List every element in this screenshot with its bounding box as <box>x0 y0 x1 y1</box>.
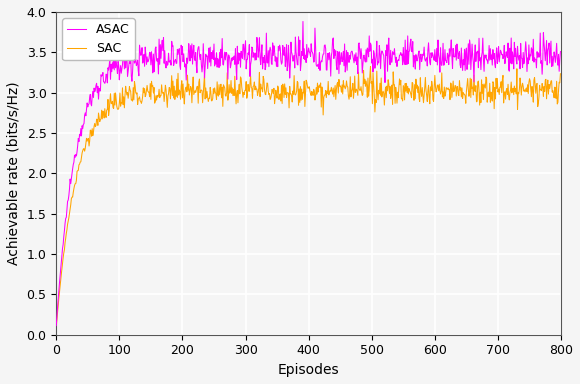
SAC <box>367 64 374 69</box>
SAC <box>375 98 382 102</box>
SAC <box>557 71 564 76</box>
ASAC <box>299 19 306 24</box>
ASAC <box>488 57 495 61</box>
Legend: ASAC, SAC: ASAC, SAC <box>63 18 135 60</box>
Line: SAC: SAC <box>56 66 560 327</box>
SAC <box>436 82 443 86</box>
X-axis label: Episodes: Episodes <box>278 363 339 377</box>
ASAC <box>360 63 367 67</box>
ASAC <box>53 323 60 328</box>
SAC <box>84 139 90 144</box>
ASAC <box>346 53 353 58</box>
ASAC <box>436 56 443 61</box>
ASAC <box>557 49 564 54</box>
ASAC <box>84 101 90 105</box>
SAC <box>359 93 366 98</box>
SAC <box>53 325 60 329</box>
SAC <box>488 90 495 94</box>
SAC <box>346 97 353 101</box>
ASAC <box>375 60 382 64</box>
Y-axis label: Achievable rate (bits/s/Hz): Achievable rate (bits/s/Hz) <box>7 81 21 265</box>
Line: ASAC: ASAC <box>56 22 560 326</box>
